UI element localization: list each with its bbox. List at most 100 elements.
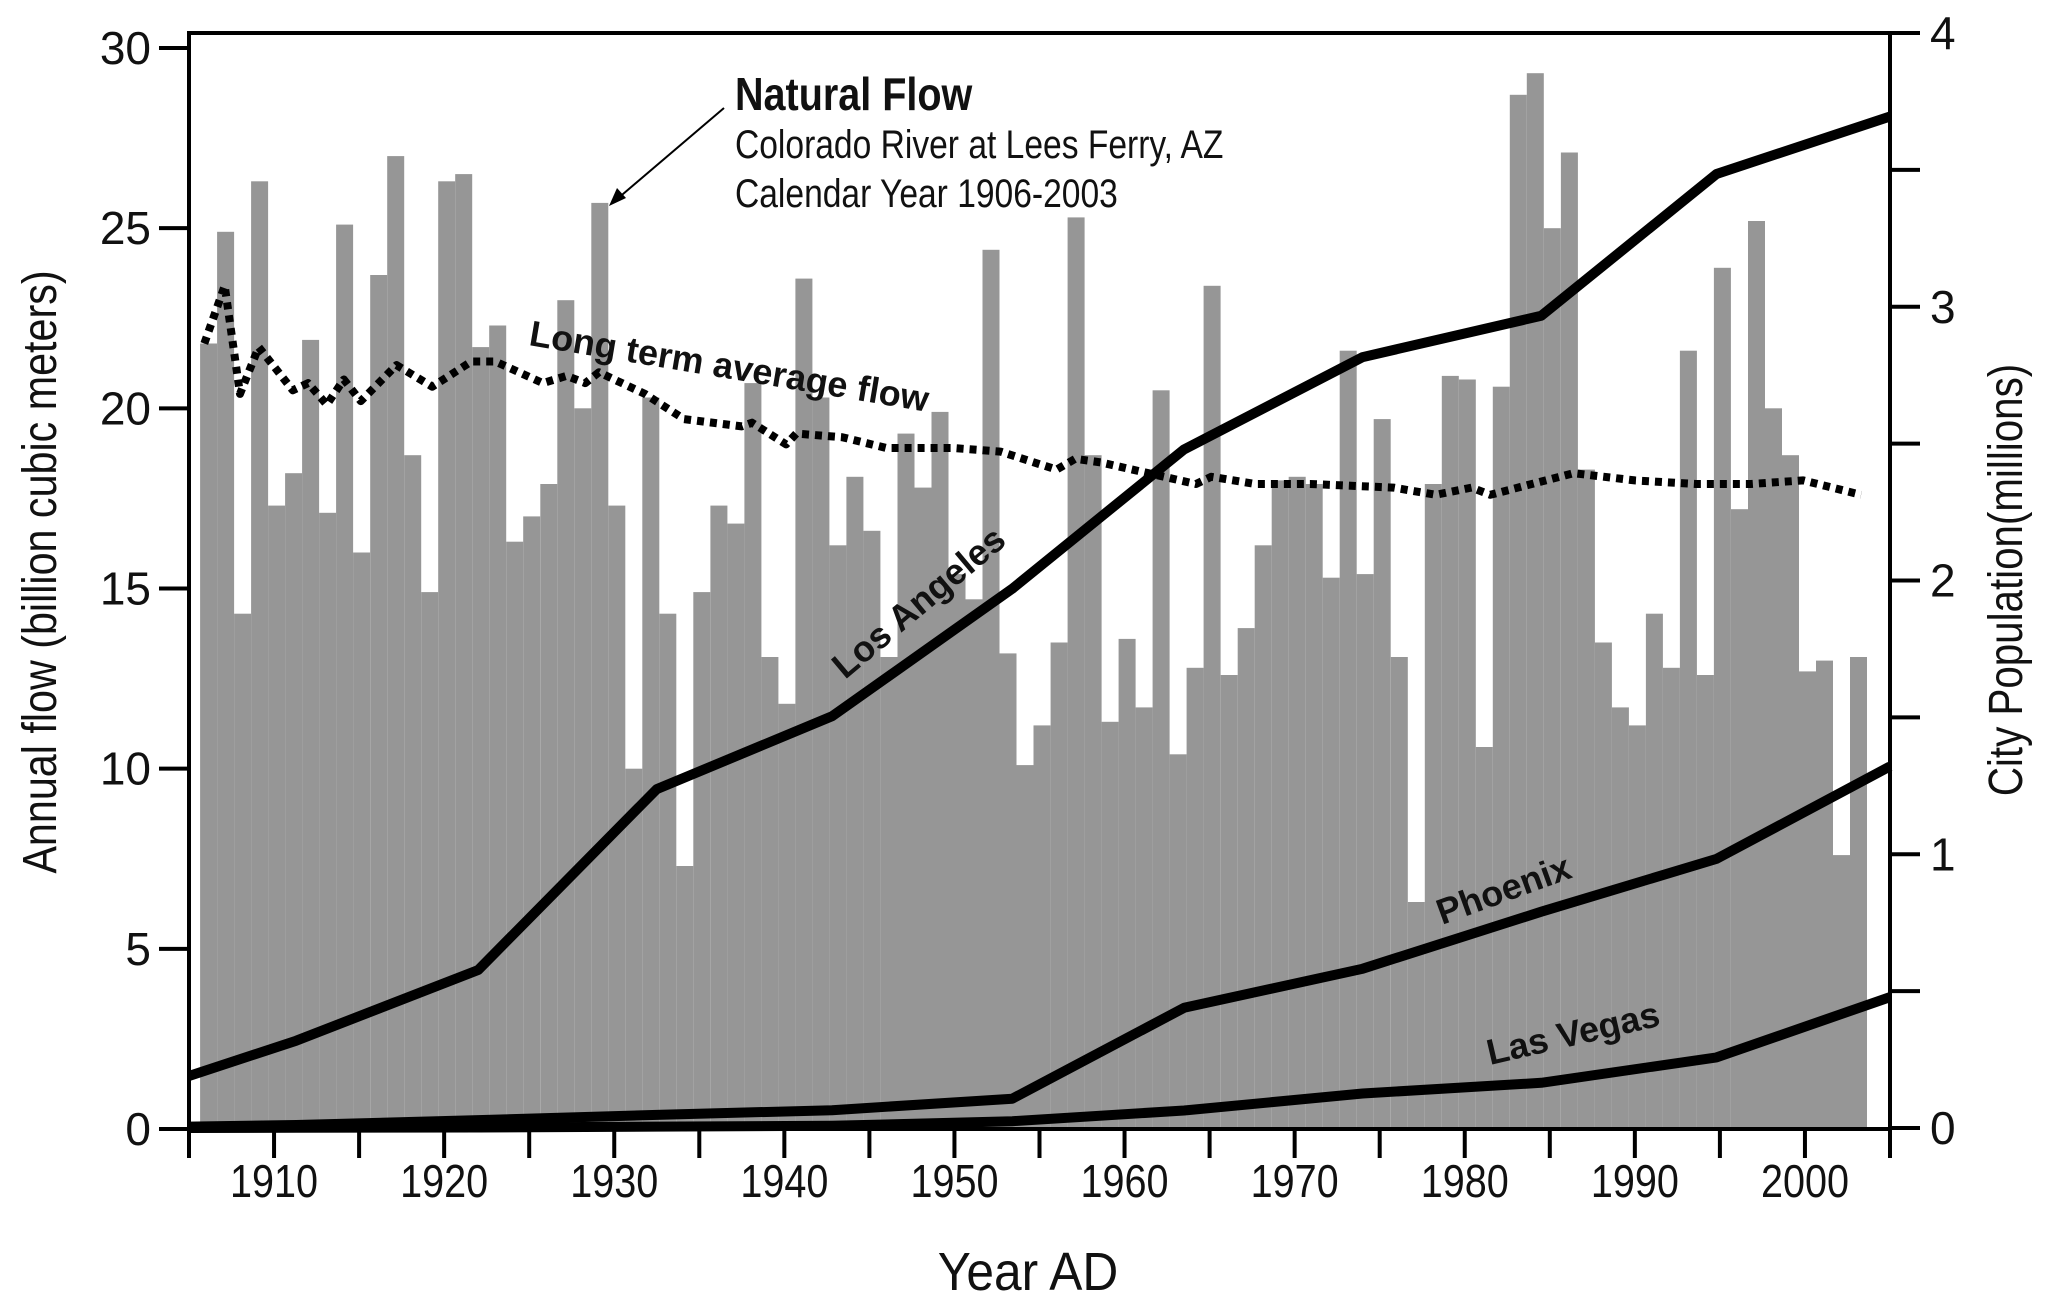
flow-bar-1936 — [710, 505, 728, 1130]
flow-bar-1947 — [897, 433, 915, 1130]
flow-bar-1952 — [982, 249, 1000, 1130]
flow-bar-1912 — [302, 339, 320, 1129]
flow-bar-1922 — [472, 347, 490, 1130]
flow-bar-1996 — [1731, 509, 1748, 1129]
flow-bar-1981 — [1475, 747, 1493, 1129]
y-axis-title: Annual flow (billion cubic meters) — [13, 270, 67, 873]
flow-bar-1968 — [1254, 545, 1272, 1129]
flow-bar-1926 — [540, 484, 558, 1129]
flow-bar-1964 — [1186, 667, 1204, 1129]
flow-bar-1931 — [625, 768, 643, 1129]
flow-bar-1969 — [1271, 480, 1289, 1129]
flow-bar-1950 — [948, 574, 966, 1129]
flow-bar-1986 — [1560, 152, 1578, 1129]
flow-bar-1938 — [744, 383, 762, 1130]
flow-bar-1973 — [1339, 350, 1357, 1129]
flow-bar-1907 — [217, 231, 235, 1130]
flow-bar-1923 — [489, 325, 507, 1129]
flow-bar-1939 — [761, 657, 779, 1129]
flow-bar-1914 — [336, 224, 354, 1130]
flow-bar-1921 — [455, 174, 473, 1130]
y2-tick-label: 2 — [1930, 555, 1956, 607]
flow-bar-1999 — [1782, 455, 1799, 1129]
flow-bar-1927 — [557, 300, 575, 1129]
y2-tick-label: 3 — [1930, 281, 1956, 333]
flow-bar-1941 — [795, 278, 813, 1130]
y-tick-label: 20 — [100, 382, 151, 434]
y2-tick-label: 1 — [1930, 828, 1956, 880]
flow-bar-1929 — [591, 202, 609, 1129]
x-tick-label: 1920 — [400, 1156, 488, 1207]
flow-bar-1985 — [1543, 228, 1561, 1129]
y-tick-label: 0 — [125, 1103, 151, 1155]
x-tick-label: 2000 — [1761, 1156, 1849, 1207]
flow-bar-1963 — [1169, 754, 1187, 1129]
flow-bar-1972 — [1322, 577, 1340, 1129]
y-tick-label: 5 — [125, 923, 151, 975]
flow-bar-1956 — [1050, 642, 1068, 1129]
flow-bar-1997 — [1748, 221, 1765, 1129]
flow-bar-1983 — [1509, 94, 1527, 1129]
flow-bar-1937 — [727, 523, 745, 1129]
flow-bar-1984 — [1526, 73, 1544, 1130]
x-tick-label: 1930 — [570, 1156, 658, 1207]
flow-bar-1918 — [404, 455, 422, 1129]
x-tick-label: 1950 — [910, 1156, 998, 1207]
flow-bar-1998 — [1765, 408, 1782, 1129]
flow-bar-1940 — [778, 703, 796, 1129]
flow-bar-1991 — [1645, 613, 1663, 1129]
flow-bar-1943 — [829, 545, 847, 1129]
flow-bar-1942 — [812, 397, 830, 1129]
flow-bar-1920 — [438, 181, 456, 1130]
flow-bar-1982 — [1492, 386, 1510, 1129]
flow-bar-1925 — [523, 516, 541, 1129]
flow-bar-1993 — [1679, 350, 1697, 1129]
flow-bar-1946 — [880, 657, 898, 1129]
x-tick-label: 1990 — [1591, 1156, 1679, 1207]
flow-bar-1915 — [353, 552, 371, 1129]
flow-bar-1954 — [1016, 765, 1034, 1129]
x-tick-label: 1940 — [740, 1156, 828, 1207]
y-tick-label: 30 — [100, 22, 151, 74]
flow-bar-1976 — [1390, 657, 1408, 1129]
flow-bar-1951 — [965, 599, 983, 1129]
flow-bar-1934 — [676, 866, 694, 1129]
x-tick-label: 1980 — [1421, 1156, 1509, 1207]
flow-bar-1990 — [1628, 725, 1646, 1129]
flow-bar-1933 — [659, 613, 677, 1129]
flow-bar-2000 — [1799, 671, 1816, 1129]
axis-ticks — [159, 31, 1920, 1158]
flow-bar-1967 — [1237, 628, 1255, 1129]
flow-bar-1977 — [1407, 902, 1425, 1129]
annotation-line-2: Calendar Year 1906-2003 — [735, 171, 1118, 215]
flow-bar-1978 — [1424, 484, 1442, 1129]
flow-bar-1916 — [370, 275, 388, 1129]
series-line-phoenix — [188, 761, 1893, 1132]
flow-bar-1958 — [1084, 455, 1102, 1129]
label-long-term-average: Long term average flow — [527, 312, 933, 419]
flow-bar-1975 — [1373, 419, 1391, 1130]
x-tick-label: 1910 — [230, 1156, 318, 1207]
flow-bar-2003 — [1850, 657, 1867, 1129]
y-tick-label: 15 — [100, 563, 151, 615]
y2-tick-label: 4 — [1930, 7, 1956, 59]
flow-bar-1949 — [931, 411, 949, 1129]
flow-bar-1959 — [1101, 721, 1119, 1129]
flow-bar-1913 — [319, 512, 337, 1129]
flow-bar-1961 — [1135, 707, 1153, 1129]
flow-bar-1970 — [1288, 476, 1306, 1129]
flow-bar-1924 — [506, 541, 524, 1129]
flow-bar-1971 — [1305, 484, 1323, 1129]
flow-bar-1909 — [251, 181, 269, 1130]
flow-bar-1962 — [1152, 390, 1170, 1129]
y-tick-label: 25 — [100, 202, 151, 254]
flow-bar-1965 — [1203, 285, 1221, 1129]
arrow-head-icon — [609, 188, 626, 206]
annotation-line-1: Colorado River at Lees Ferry, AZ — [735, 122, 1223, 166]
flow-bar-1928 — [574, 408, 592, 1129]
flow-bar-1930 — [608, 505, 626, 1130]
flow-bar-1911 — [285, 473, 303, 1129]
flow-bars — [200, 73, 1867, 1130]
flow-bar-1953 — [999, 653, 1017, 1129]
